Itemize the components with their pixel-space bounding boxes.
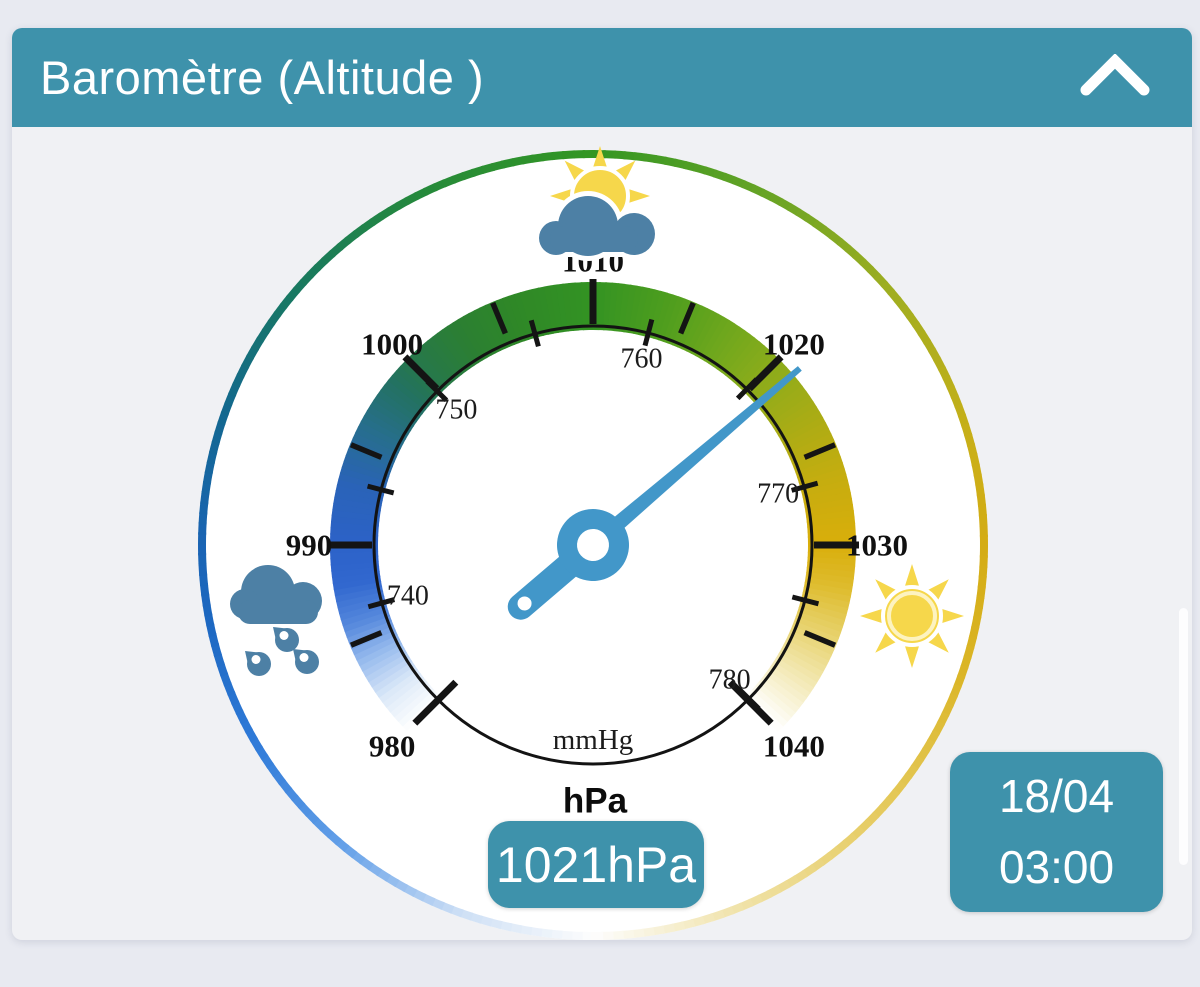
pressure-reading-label: 1021hPa [495,836,697,893]
chevron-up-icon [1080,53,1150,96]
date-label: 18/04 [998,769,1115,822]
page-title: Baromètre (Altitude ) [40,51,485,104]
datetime-badge[interactable]: 18/04 03:00 [950,752,1163,912]
pressure-reading-button[interactable]: 1021hPa [488,821,704,908]
scrollbar-thumb[interactable] [1179,608,1188,865]
time-label: 03:00 [998,841,1115,893]
card-header: Baromètre (Altitude ) [12,28,1192,127]
collapse-button[interactable] [1080,53,1150,101]
